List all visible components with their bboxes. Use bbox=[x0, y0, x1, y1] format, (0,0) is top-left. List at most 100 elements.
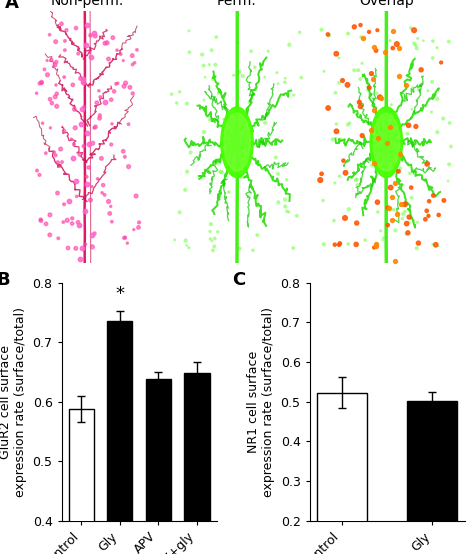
Point bbox=[82, 40, 90, 49]
Point bbox=[93, 98, 100, 107]
Point bbox=[439, 114, 447, 123]
Point bbox=[408, 193, 415, 202]
Point bbox=[132, 192, 140, 201]
Point bbox=[335, 240, 343, 249]
Point bbox=[83, 179, 91, 188]
Point bbox=[285, 208, 292, 217]
Point bbox=[209, 75, 217, 84]
Point bbox=[126, 83, 134, 92]
Point bbox=[282, 202, 289, 211]
Point bbox=[397, 199, 405, 208]
Point bbox=[423, 207, 430, 216]
Point bbox=[36, 171, 43, 179]
Point bbox=[414, 218, 421, 227]
Point bbox=[206, 227, 214, 236]
Point bbox=[358, 131, 366, 140]
Point bbox=[438, 58, 445, 67]
Point bbox=[274, 136, 282, 145]
Point bbox=[325, 31, 333, 40]
Point bbox=[404, 228, 412, 237]
Point bbox=[96, 111, 104, 120]
Point bbox=[182, 236, 190, 245]
Point bbox=[383, 139, 391, 148]
Point bbox=[53, 89, 61, 98]
Point bbox=[176, 208, 183, 217]
Point bbox=[211, 60, 219, 69]
Point bbox=[101, 39, 109, 48]
Point bbox=[46, 95, 54, 104]
Point bbox=[230, 71, 237, 80]
Point bbox=[206, 60, 213, 69]
Point bbox=[384, 220, 392, 229]
Point bbox=[412, 122, 419, 131]
Point bbox=[176, 88, 183, 96]
Point bbox=[388, 100, 395, 109]
Point bbox=[345, 205, 353, 214]
Point bbox=[57, 145, 64, 153]
Point bbox=[415, 85, 423, 94]
Point bbox=[101, 98, 109, 107]
Point bbox=[446, 160, 453, 169]
Point bbox=[135, 223, 142, 232]
Point bbox=[356, 102, 364, 111]
Point bbox=[60, 200, 68, 209]
Point bbox=[168, 90, 175, 99]
Point bbox=[249, 246, 257, 255]
Point bbox=[70, 140, 78, 148]
Point bbox=[331, 240, 338, 249]
Point bbox=[369, 75, 377, 84]
Point bbox=[80, 142, 87, 151]
Ellipse shape bbox=[221, 107, 253, 177]
Point bbox=[440, 196, 447, 205]
Point bbox=[344, 120, 352, 129]
Point bbox=[37, 216, 45, 225]
Point bbox=[379, 235, 386, 244]
Point bbox=[331, 178, 338, 187]
Point bbox=[237, 172, 245, 181]
Point bbox=[365, 83, 373, 92]
Point bbox=[46, 211, 54, 219]
Point bbox=[274, 170, 282, 178]
Point bbox=[283, 175, 291, 184]
Point bbox=[105, 54, 112, 63]
Point bbox=[121, 152, 128, 161]
Point bbox=[214, 227, 221, 236]
Point bbox=[51, 60, 59, 69]
Point bbox=[419, 37, 427, 45]
Y-axis label: NR1 cell surface
expression rate (surface/total): NR1 cell surface expression rate (surfac… bbox=[247, 307, 275, 496]
Point bbox=[131, 58, 138, 67]
Point bbox=[388, 216, 395, 225]
Point bbox=[68, 219, 76, 228]
Point bbox=[89, 243, 96, 252]
Point bbox=[324, 104, 332, 112]
Point bbox=[97, 93, 104, 101]
Point bbox=[429, 37, 437, 45]
Point bbox=[251, 63, 258, 71]
Point bbox=[77, 120, 85, 129]
Point bbox=[429, 54, 437, 63]
Point bbox=[95, 86, 103, 95]
Point bbox=[83, 20, 91, 29]
Point bbox=[290, 244, 297, 253]
Point bbox=[183, 241, 191, 250]
Ellipse shape bbox=[373, 113, 400, 171]
Point bbox=[413, 44, 420, 53]
Point bbox=[75, 221, 82, 230]
Point bbox=[395, 72, 402, 81]
Point bbox=[261, 73, 269, 81]
Point bbox=[358, 59, 366, 68]
Point bbox=[78, 104, 86, 113]
Point bbox=[320, 240, 328, 249]
Point bbox=[282, 74, 289, 83]
Point bbox=[332, 88, 339, 97]
Point bbox=[330, 216, 338, 225]
Point bbox=[359, 33, 367, 42]
Point bbox=[381, 48, 389, 57]
Point bbox=[96, 114, 103, 122]
Point bbox=[117, 50, 125, 59]
Point bbox=[64, 244, 72, 253]
Point bbox=[405, 218, 413, 227]
Point bbox=[264, 47, 272, 55]
Point bbox=[425, 211, 432, 220]
Point bbox=[81, 207, 89, 216]
